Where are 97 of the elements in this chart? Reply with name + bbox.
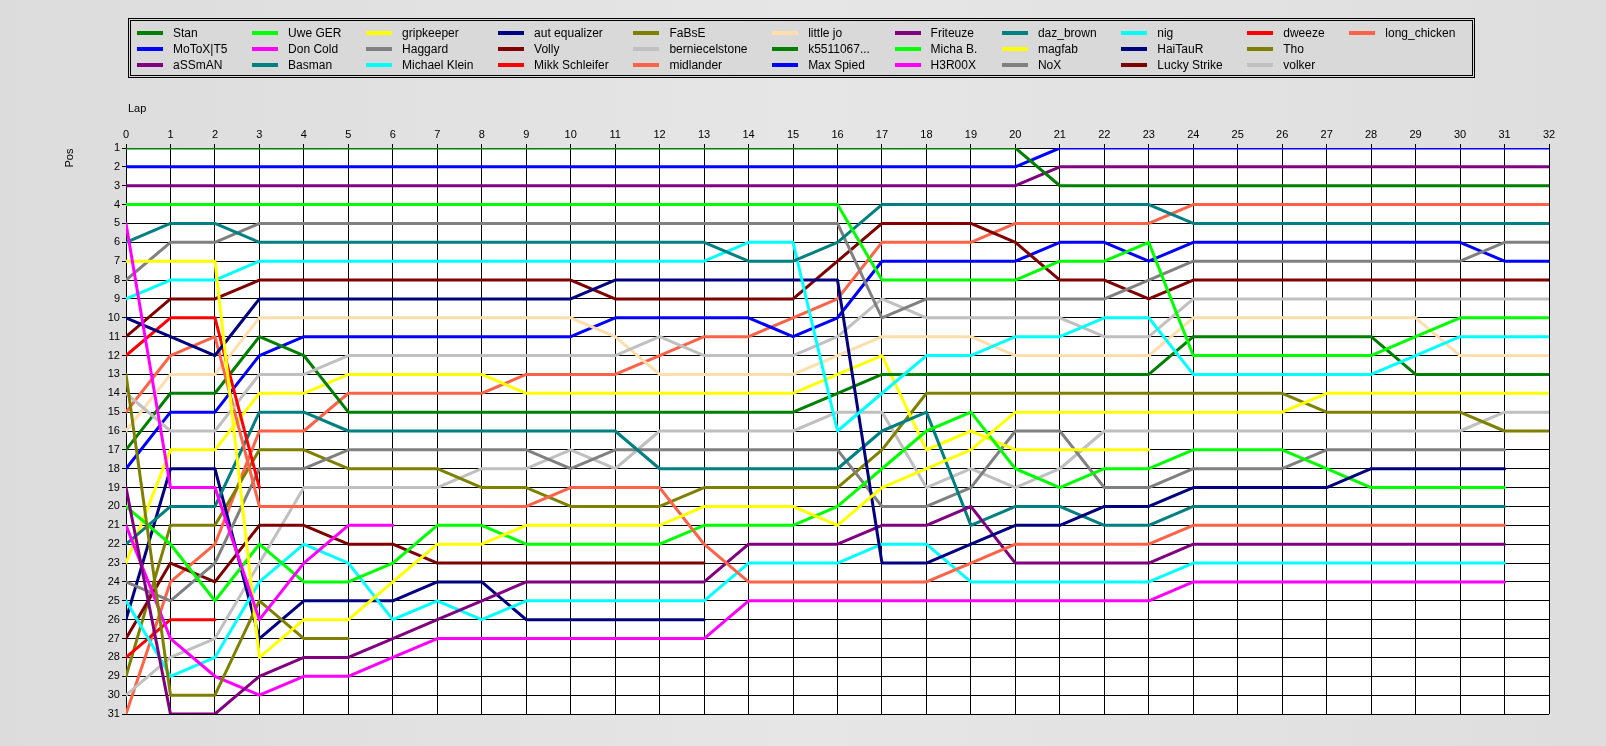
legend-label: Volly	[534, 42, 560, 56]
legend-label: Tho	[1283, 42, 1304, 56]
legend-label: Friteuze	[930, 26, 974, 40]
x-tick-label: 18	[920, 128, 933, 141]
y-tick-label: 10	[107, 310, 120, 323]
x-tick-label: 25	[1231, 128, 1244, 141]
legend-label: little jo	[808, 26, 843, 40]
y-tick-label: 7	[113, 254, 120, 267]
legend-label: nig	[1157, 26, 1174, 40]
y-tick-label: 25	[107, 593, 120, 606]
x-tick-label: 31	[1498, 128, 1511, 141]
y-tick-label: 6	[113, 235, 120, 248]
legend-label: HaiTauR	[1157, 42, 1204, 56]
x-tick-label: 10	[564, 128, 577, 141]
y-tick-label: 9	[113, 291, 120, 304]
y-tick-label: 27	[107, 631, 120, 644]
legend-label: midlander	[669, 58, 723, 72]
legend-label: Haggard	[402, 42, 449, 56]
x-tick-label: 21	[1053, 128, 1066, 141]
x-tick-label: 4	[300, 128, 307, 141]
x-tick-label: 5	[345, 128, 352, 141]
legend-label: k5511067...	[808, 42, 870, 56]
y-tick-label: 13	[107, 367, 120, 380]
legend-label: Basman	[288, 58, 333, 72]
legend-label: Stan	[173, 26, 198, 40]
legend-label: FaBsE	[669, 26, 706, 40]
y-tick-label: 3	[113, 178, 120, 191]
legend-label: MoToX|T5	[173, 42, 228, 56]
y-tick-label: 15	[107, 405, 120, 418]
x-tick-label: 13	[697, 128, 711, 141]
y-tick-label: 28	[107, 650, 120, 663]
legend-label: Michael Klein	[402, 58, 474, 72]
y-tick-label: 4	[113, 197, 120, 210]
y-tick-label: 30	[107, 688, 120, 701]
x-tick-label: 1	[167, 128, 174, 141]
x-tick-label: 15	[786, 128, 800, 141]
x-tick-label: 3	[256, 128, 263, 141]
y-tick-label: 31	[107, 707, 120, 720]
legend-label: volker	[1283, 58, 1316, 72]
x-tick-label: 32	[1542, 128, 1556, 141]
legend-label: aut equalizer	[534, 26, 603, 40]
legend-label: H3R00X	[930, 58, 976, 72]
y-tick-label: 21	[107, 518, 120, 531]
y-tick-label: 16	[107, 424, 120, 437]
legend-label: magfab	[1037, 42, 1078, 56]
y-tick-label: 1	[113, 141, 120, 154]
y-tick-label: 23	[107, 556, 120, 569]
x-tick-label: 29	[1409, 128, 1422, 141]
y-tick-label: 2	[113, 159, 120, 172]
y-tick-label: 18	[107, 461, 120, 474]
legend-label: aSSmAN	[173, 58, 223, 72]
x-tick-label: 28	[1365, 128, 1378, 141]
y-tick-label: 22	[107, 537, 120, 550]
y-tick-label: 14	[107, 386, 120, 399]
legend-label: Mikk Schleifer	[534, 58, 609, 72]
x-tick-label: 19	[964, 128, 978, 141]
x-tick-label: 12	[653, 128, 666, 141]
y-tick-label: 11	[108, 329, 120, 342]
legend-label: Uwe GER	[288, 26, 342, 40]
legend-label: berniecelstone	[669, 42, 748, 56]
x-tick-label: 11	[609, 128, 621, 141]
legend-label: Max Spied	[808, 58, 865, 72]
x-tick-label: 26	[1276, 128, 1289, 141]
x-axis-title: Lap	[128, 102, 147, 114]
legend-label: daz_brown	[1037, 26, 1097, 40]
legend-label: Lucky Strike	[1157, 58, 1223, 72]
x-tick-label: 8	[478, 128, 485, 141]
x-tick-label: 14	[742, 128, 755, 141]
x-tick-label: 23	[1142, 128, 1155, 141]
y-axis-title: Pos	[63, 148, 76, 168]
x-tick-label: 20	[1009, 128, 1022, 141]
x-tick-label: 0	[122, 128, 130, 141]
x-tick-label: 16	[831, 128, 844, 141]
y-tick-label: 8	[113, 273, 120, 286]
x-tick-label: 22	[1098, 128, 1111, 141]
x-tick-label: 9	[523, 128, 530, 141]
y-tick-label: 20	[107, 499, 120, 512]
y-tick-label: 24	[107, 574, 120, 587]
x-tick-label: 17	[875, 128, 889, 141]
x-tick-label: 27	[1320, 128, 1333, 141]
y-tick-label: 29	[107, 669, 120, 682]
legend-label: Don Cold	[288, 42, 339, 56]
y-tick-label: 5	[113, 216, 120, 229]
legend-label: dweeze	[1283, 26, 1325, 40]
y-tick-label: 17	[107, 442, 120, 455]
x-tick-label: 30	[1453, 128, 1467, 141]
y-tick-label: 12	[107, 348, 120, 361]
legend-label: gripkeeper	[402, 26, 459, 40]
y-tick-label: 26	[107, 612, 120, 625]
x-tick-label: 2	[211, 128, 218, 141]
legend-label: long_chicken	[1385, 26, 1456, 40]
legend-label: Micha B.	[930, 42, 978, 56]
x-tick-label: 7	[434, 128, 441, 141]
legend-label: NoX	[1037, 58, 1062, 72]
x-tick-label: 24	[1187, 128, 1200, 141]
y-tick-label: 19	[107, 480, 120, 493]
x-tick-label: 6	[389, 128, 396, 141]
